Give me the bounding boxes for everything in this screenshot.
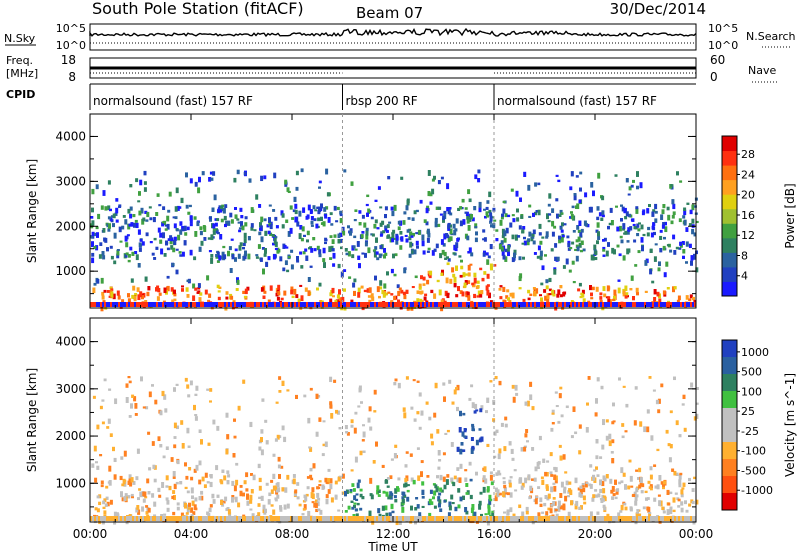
beam-label: Beam 07 [356, 4, 423, 22]
yaxis-tick-label: 4000 [55, 129, 86, 143]
nsearch-tick-bottom: 10^0 [708, 39, 738, 52]
power-colorbar-cell [722, 136, 737, 152]
time-axis: 00:00 04:00 08:00 12:00 16:00 20:00 00:00 [73, 114, 714, 541]
power-colorbar-cell [722, 237, 737, 253]
power-heatmap-cells [90, 168, 699, 312]
nave-tick-top: 60 [710, 53, 725, 67]
nave-tick-bottom: 0 [710, 70, 718, 84]
colorbar-tick-label: -25 [741, 425, 759, 438]
power-colorbar-cell [722, 194, 737, 210]
nave-label: Nave [748, 64, 776, 77]
velocity-colorbar-cell [722, 340, 737, 358]
colorbar-tick-label: 24 [741, 168, 755, 181]
velocity-colorbar-cell [722, 493, 737, 511]
xaxis-tick-label: 08:00 [275, 527, 310, 541]
power-panel: 1000 2000 3000 4000 Slant Range [km] 4 8 12 16 20… [25, 113, 797, 312]
freq-tick-bottom: 8 [68, 70, 76, 84]
velocity-panel: 1000 2000 3000 4000 Slant Range [km] 1000 500 1… [25, 317, 797, 526]
cpid-strip: normalsound (fast) 157 RF rbsp 200 RF norm… [89, 83, 696, 110]
freq-label: Freq. [6, 54, 33, 67]
cpid-segment-label: rbsp 200 RF [346, 94, 418, 108]
velocity-colorbar-cell [722, 476, 737, 494]
colorbar-label: Velocity [m s^-1] [783, 373, 797, 477]
yaxis-tick-label: 4000 [55, 335, 86, 349]
freq-trace [90, 66, 696, 74]
power-colorbar-cell [722, 223, 737, 239]
nsky-label: N.Sky [4, 32, 36, 45]
xaxis-tick-label: 20:00 [578, 527, 613, 541]
station-title: South Pole Station (fitACF) [92, 0, 304, 18]
yaxis-tick-label: 1000 [55, 476, 86, 490]
velocity-colorbar-cell [722, 391, 737, 409]
yaxis-tick-label: 2000 [55, 219, 86, 233]
colorbar-label: Power [dB] [783, 183, 797, 248]
power-colorbar-cell [722, 252, 737, 268]
colorbar-tick-label: 8 [741, 249, 748, 262]
colorbar-tick-label: 12 [741, 229, 755, 242]
colorbar-tick-label: 28 [741, 148, 755, 161]
xaxis-tick-label: 00:00 [679, 527, 714, 541]
xaxis-tick-label: 00:00 [73, 527, 108, 541]
nsearch-label: N.Search [746, 30, 796, 43]
power-colorbar-cell [722, 281, 737, 297]
nsky-trace [89, 27, 697, 44]
nsky-strip-frame [89, 23, 697, 51]
colorbar-tick-label: 25 [741, 405, 755, 418]
xaxis-tick-label: 12:00 [376, 527, 411, 541]
nsky-tick-top: 10^5 [56, 22, 86, 35]
colorbar-tick-label: 4 [741, 270, 748, 283]
yaxis-tick-label: 2000 [55, 429, 86, 443]
cpid-segment-label: normalsound (fast) 157 RF [93, 94, 253, 108]
cpid-label: CPID [6, 88, 35, 101]
power-colorbar-cell [722, 165, 737, 181]
power-colorbar-cell [722, 150, 737, 166]
colorbar-tick-label: -1000 [741, 484, 773, 497]
yaxis-tick-label: 3000 [55, 174, 86, 188]
date-label: 30/Dec/2014 [610, 0, 706, 18]
colorbar-tick-label: 500 [741, 366, 762, 379]
colorbar-tick-label: 100 [741, 385, 762, 398]
velocity-colorbar-cell [722, 442, 737, 460]
freq-unit-label: [MHz] [6, 67, 38, 80]
colorbar-tick-label: -100 [741, 445, 766, 458]
xaxis-tick-label: 16:00 [477, 527, 512, 541]
freq-tick-top: 18 [61, 53, 76, 67]
xaxis-tick-label: 04:00 [174, 527, 209, 541]
yaxis-label: Slant Range [km] [25, 368, 39, 472]
yaxis-tick-label: 3000 [55, 382, 86, 396]
colorbar-tick-label: 20 [741, 189, 755, 202]
nsky-tick-bottom: 10^0 [56, 39, 86, 52]
velocity-colorbar-cell [722, 408, 737, 426]
colorbar-tick-label: 16 [741, 209, 755, 222]
velocity-colorbar-cell [722, 374, 737, 392]
yaxis-label: Slant Range [km] [25, 159, 39, 263]
xaxis-label: Time UT [367, 540, 418, 554]
colorbar-tick-label: -500 [741, 464, 766, 477]
velocity-colorbar-cell [722, 425, 737, 443]
power-colorbar-cell [722, 179, 737, 195]
power-colorbar-cell [722, 208, 737, 224]
nsearch-tick-top: 10^5 [708, 22, 738, 35]
cpid-segment-label: normalsound (fast) 157 RF [497, 94, 657, 108]
power-colorbar-cell [722, 266, 737, 282]
yaxis-tick-label: 1000 [55, 264, 86, 278]
velocity-colorbar-cell [722, 357, 737, 375]
colorbar-tick-label: 1000 [741, 346, 769, 359]
velocity-colorbar-cell [722, 459, 737, 477]
velocity-heatmap-cells [90, 376, 699, 526]
